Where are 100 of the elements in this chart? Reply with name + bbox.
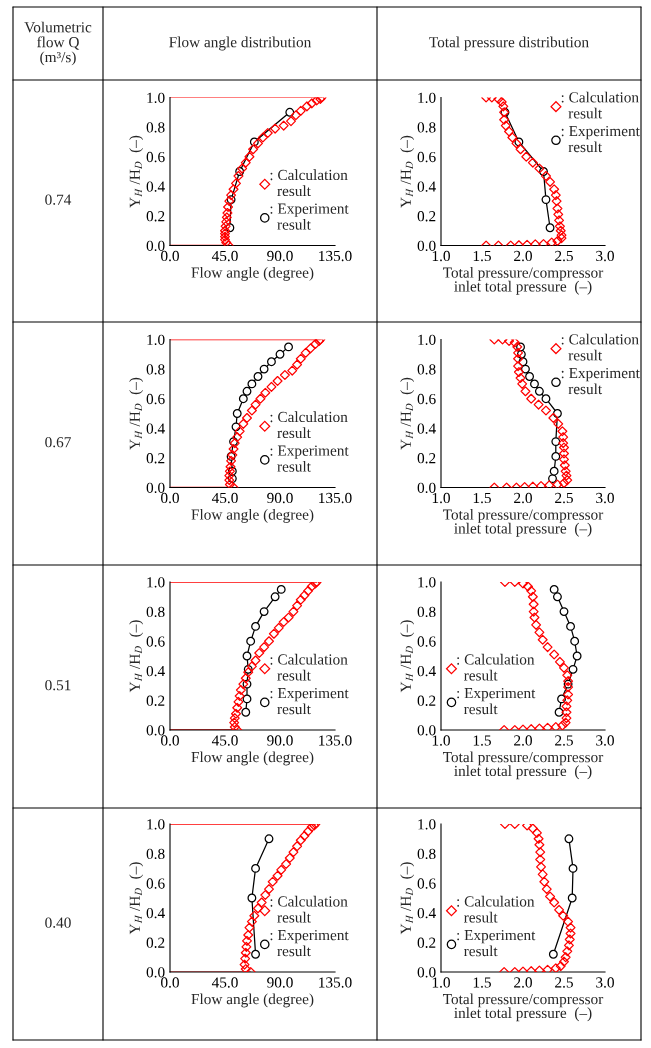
x-tick-label: 90.0 [267, 977, 293, 988]
legend-label: : Calculation result [270, 169, 348, 197]
y-tick-label: 0.4 [417, 181, 436, 192]
y-tick-label: 0.8 [146, 606, 165, 618]
y-tick-label: 0.0 [146, 967, 165, 978]
x-tick-label: 2.0 [514, 977, 532, 988]
x-tick-label: 135.0 [319, 492, 352, 504]
x-tick-label: 90.0 [267, 492, 293, 504]
y-tick-label: 0.6 [417, 151, 436, 163]
y-tick-label: 0.4 [146, 665, 165, 677]
y-tick-label: 0.0 [146, 240, 165, 252]
y-tick-label: 0.8 [417, 364, 436, 375]
x-axis-title: Total pressure/compressor inlet total pressure (–) [442, 508, 604, 537]
legend-label: : Experiment result [270, 687, 349, 715]
y-tick-label: 0.6 [146, 151, 165, 163]
text: 0.40 [45, 917, 71, 928]
x-tick-label: 2.5 [555, 977, 573, 988]
y-axis-title: Y$_{H}$ /H$_{D}$ (–) [129, 862, 144, 935]
legend-label: : Experiment result [270, 445, 349, 472]
x-tick-label: 45.0 [211, 492, 238, 504]
legend-label: : Experiment result [561, 367, 640, 395]
x-tick-label: 0.0 [161, 977, 179, 988]
y-tick-label: 1.0 [418, 92, 436, 104]
y-tick-label: 0.0 [417, 725, 436, 736]
x-tick-label: 1.5 [473, 492, 491, 504]
x-tick-label: 0.0 [161, 250, 179, 262]
x-tick-label: 45.0 [211, 735, 238, 746]
x-tick-label: 2.5 [555, 250, 573, 262]
x-axis-title: Total pressure/compressor inlet total pressure (–) [442, 751, 604, 780]
y-tick-label: 0.2 [417, 453, 436, 464]
legend-label: : Calculation result [561, 333, 639, 361]
y-tick-label: 0.2 [146, 453, 165, 464]
y-tick-label: 0.0 [146, 482, 165, 494]
y-axis-title: Y$_{H}$ /H$_{D}$ (–) [400, 862, 415, 935]
y-tick-label: 0.2 [146, 211, 165, 222]
x-tick-label: 0.0 [161, 492, 179, 504]
y-tick-label: 0.8 [417, 606, 436, 618]
x-tick-label: 45.0 [211, 977, 238, 988]
legend-label: : Calculation result [457, 653, 535, 681]
y-axis-title: Y$_{H}$ /H$_{D}$ (–) [129, 377, 144, 450]
x-tick-label: 3.0 [596, 492, 614, 504]
y-tick-label: 0.0 [417, 240, 436, 252]
y-tick-label: 0.6 [146, 878, 165, 889]
x-tick-label: 135.0 [319, 977, 352, 988]
x-tick-label: 1.0 [432, 250, 450, 262]
y-tick-label: 0.8 [146, 364, 165, 375]
y-tick-label: 1.0 [147, 577, 165, 588]
y-tick-label: 0.0 [417, 482, 436, 494]
y-tick-label: 0.8 [417, 848, 436, 860]
x-tick-label: 1.5 [473, 250, 491, 262]
x-tick-label: 2.0 [514, 250, 532, 262]
y-tick-label: 0.4 [146, 181, 165, 192]
y-axis-title: Y$_{H}$ /H$_{D}$ (–) [400, 135, 415, 208]
legend-label: : Calculation result [270, 895, 348, 923]
x-tick-label: 135.0 [319, 250, 352, 262]
y-tick-label: 1.0 [418, 819, 436, 830]
y-tick-label: 1.0 [147, 92, 165, 104]
y-tick-label: 0.6 [417, 878, 436, 889]
legend-label: : Experiment result [457, 929, 536, 957]
legend-label: : Experiment result [457, 687, 536, 715]
y-tick-label: 0.8 [146, 848, 165, 860]
x-tick-label: 1.5 [473, 735, 491, 746]
y-tick-label: 0.6 [146, 393, 165, 405]
y-tick-label: 0.8 [417, 122, 436, 133]
text: Volumetric flow Q (m³/s) [24, 21, 92, 66]
x-axis-title: Total pressure/compressor inlet total pressure (–) [442, 266, 604, 295]
x-tick-label: 1.5 [473, 977, 491, 988]
y-tick-label: 0.2 [146, 695, 165, 706]
y-axis-title: Y$_{H}$ /H$_{D}$ (–) [400, 377, 415, 450]
x-tick-label: 1.0 [432, 977, 450, 988]
x-axis-title: Flow angle (degree) [191, 751, 314, 766]
y-tick-label: 0.2 [417, 937, 436, 948]
y-tick-label: 0.4 [417, 665, 436, 677]
x-tick-label: 2.0 [514, 492, 532, 504]
x-axis-title: Total pressure/compressor inlet total pressure (–) [442, 993, 604, 1022]
text: 0.74 [45, 194, 72, 205]
y-tick-label: 0.0 [146, 725, 165, 736]
legend-label: : Calculation result [561, 91, 639, 119]
text: Total pressure distribution [429, 36, 589, 51]
legend-label: : Experiment result [270, 203, 349, 230]
legend-label: : Experiment result [561, 125, 640, 153]
y-tick-label: 0.8 [146, 122, 165, 133]
x-tick-label: 3.0 [596, 735, 614, 746]
legend-label: : Calculation result [270, 653, 348, 681]
y-tick-label: 0.4 [417, 423, 436, 434]
x-axis-title: Flow angle (degree) [191, 508, 314, 523]
x-tick-label: 1.0 [432, 492, 450, 504]
x-axis-title: Flow angle (degree) [191, 993, 314, 1008]
y-tick-label: 0.2 [417, 211, 436, 222]
x-tick-label: 3.0 [596, 250, 614, 262]
y-tick-label: 1.0 [147, 334, 165, 346]
y-tick-label: 1.0 [147, 819, 165, 830]
y-tick-label: 0.6 [417, 636, 436, 647]
text: 0.67 [45, 437, 71, 448]
x-tick-label: 0.0 [161, 735, 179, 746]
x-tick-label: 135.0 [319, 735, 352, 746]
x-tick-label: 45.0 [211, 250, 238, 262]
y-tick-label: 1.0 [418, 577, 436, 588]
x-tick-label: 3.0 [596, 977, 614, 988]
x-tick-label: 90.0 [267, 735, 293, 746]
